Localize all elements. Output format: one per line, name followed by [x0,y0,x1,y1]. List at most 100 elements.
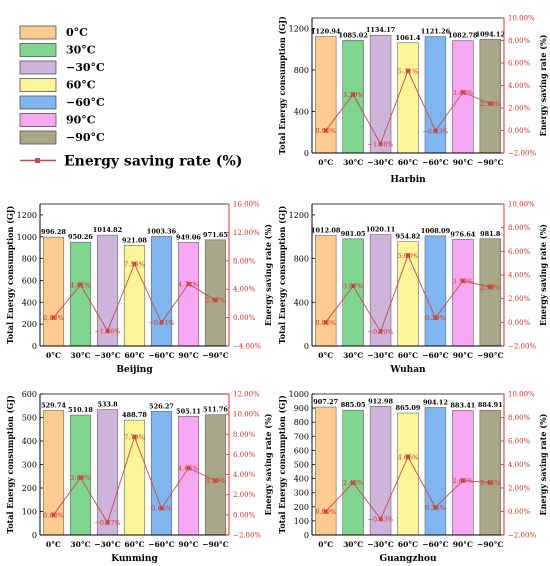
y-tick-label: 0 [32,531,37,540]
legend-label: 30°C [66,44,96,57]
saving-rate-label: 0.35% [425,504,446,512]
legend-label: −30°C [66,61,105,74]
y-tick-label: 0 [304,342,309,351]
y2-tick-label: 8.00% [233,257,256,265]
y-tick-label: 0 [304,149,309,158]
saving-rate-point [323,128,328,133]
legend-swatch [19,113,57,127]
bar [452,239,474,347]
bar [314,36,337,154]
saving-rate-point [433,505,438,510]
bar [314,235,337,347]
x-tick-label: −30°C [367,158,393,167]
saving-rate-label: 2.45% [343,479,364,487]
bar-value-label: 996.28 [41,228,66,236]
panel-title: Guangzhou [379,554,437,564]
x-tick-label: 0°C [318,351,333,360]
y2-tick-label: 0.00% [233,511,256,519]
bar [342,238,364,347]
saving-rate-label: 2.63% [453,477,474,485]
saving-rate-label: −0.71% [148,319,174,327]
panel-title: Kunming [111,554,158,564]
legend-swatch [19,130,57,145]
saving-rate-point [378,329,383,334]
y2-tick-label: 12.00% [233,391,260,399]
y-tick-label: 0 [304,531,309,540]
y-axis-title: Total Energy consumption (GJ) [277,395,287,534]
bar-value-label: 884.91 [478,401,503,409]
y2-tick-label: −2.00% [508,532,536,540]
saving-rate-label: 2.99% [480,283,501,291]
bar-value-label: 912.98 [368,397,393,405]
y-axis-title: Total Energy consumption (GJ) [277,206,287,345]
y2-tick-label: 10.00% [508,15,535,23]
saving-rate-label: 7.73% [124,434,145,442]
bar-value-label: 505.11 [176,407,201,415]
y2-tick-label: 8.00% [233,431,256,439]
legend: 0°C 30°C −30°C 60°C −60°C 90°C −90°C Energy sav… [19,25,242,170]
bar-value-label: 865.09 [396,404,421,412]
legend-label: 60°C [66,79,96,92]
bar-value-label: 1082.78 [448,32,478,40]
y2-tick-label: 4.00% [233,286,256,294]
x-tick-label: 30°C [70,351,90,360]
saving-rate-point [159,320,164,325]
y2-tick-label: 6.00% [508,248,531,256]
y2-tick-label: 6.00% [508,60,531,68]
y-tick-label: 400 [294,298,309,307]
legend-label: 90°C [66,114,96,127]
saving-rate-label: 3.50% [453,277,474,285]
bar [424,36,447,154]
saving-rate-point [132,435,137,440]
bar [452,40,474,154]
saving-rate-label: 0.00% [43,314,64,322]
bar-value-label: 883.41 [450,401,475,409]
y2-tick-label: −4.00% [233,343,261,351]
y2-tick-label: 8.00% [508,414,531,422]
x-tick-label: 0°C [46,351,61,360]
saving-rate-label: −0.79% [368,328,394,336]
saving-rate-label: 5.31% [398,67,419,75]
x-tick-label: 60°C [124,351,144,360]
y-tick-label: 500 [22,414,37,423]
bar [342,409,364,536]
bar-value-label: 954.82 [396,233,421,241]
bar-value-label: 1020.11 [366,226,395,234]
y2-tick-label: 12.00% [233,229,260,237]
y2-tick-label: 0.00% [508,127,531,135]
y-tick-label: 1200 [17,211,37,220]
x-tick-label: 0°C [318,540,333,549]
saving-rate-label: 0.66% [151,505,172,513]
saving-rate-point [186,466,191,471]
saving-rate-label: 3.39% [205,477,226,485]
x-tick-label: 90°C [453,158,473,167]
saving-rate-label: −0.63% [368,515,394,523]
legend-line-label: Energy saving rate (%) [64,154,242,170]
x-tick-label: −60°C [422,158,448,167]
bar-value-label: 981.05 [341,230,366,238]
x-tick-label: −60°C [148,351,174,360]
y-tick-label: 600 [22,390,37,399]
legend-label: −90°C [66,131,105,144]
y2-tick-label: 8.00% [508,37,531,45]
bar [452,410,474,536]
bar-value-label: 921.08 [122,236,147,244]
saving-rate-point [105,520,110,525]
bar-value-label: 1061.4 [396,34,421,42]
saving-rate-point [406,68,410,73]
bar [204,239,227,347]
saving-rate-label: −0.03% [422,127,448,135]
y2-tick-label: 4.00% [508,82,531,90]
bar [369,34,392,154]
bar [397,42,419,154]
y2-axis-title: Energy saving rate (%) [538,34,548,136]
saving-rate-point [132,261,137,266]
y2-tick-label: 6.00% [508,438,531,446]
y-tick-label: 600 [294,446,309,455]
bar-value-label: 1121.26 [421,28,451,36]
saving-rate-label: −1.18% [368,140,394,148]
saving-rate-point [323,509,328,514]
y-axis-title: Total Energy consumption (GJ) [5,206,15,345]
y-tick-label: 400 [22,298,37,307]
